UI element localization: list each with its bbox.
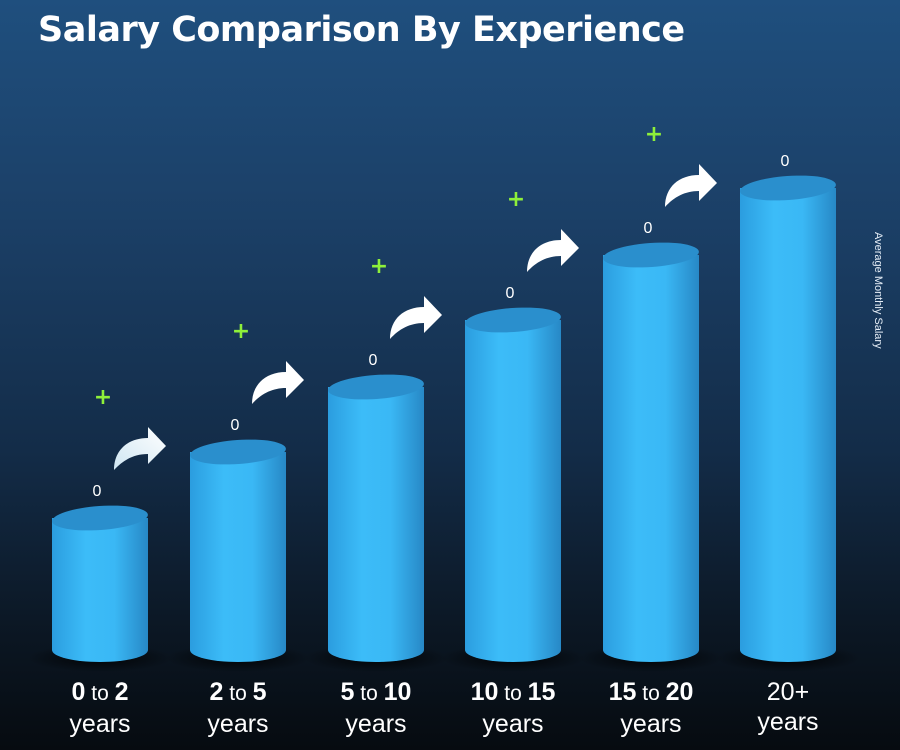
- curved-arrow-icon: [665, 164, 717, 207]
- bar: [52, 518, 148, 662]
- category-label: 5 to 10 years: [340, 678, 412, 738]
- category-label: 10 to 15 years: [470, 678, 556, 738]
- bar: [465, 320, 561, 662]
- bar-top: [52, 505, 148, 531]
- bar-top: [465, 307, 561, 333]
- value-label: 0: [93, 483, 102, 500]
- bar: [740, 188, 836, 662]
- curved-arrow-icon: [252, 361, 304, 404]
- value-label: 0: [369, 352, 378, 369]
- plus-icon: +: [507, 187, 525, 212]
- bar: [190, 452, 286, 662]
- value-label: 0: [506, 285, 515, 302]
- category-label: 15 to 20 years: [608, 678, 694, 738]
- value-label: 0: [644, 220, 653, 237]
- bar: [328, 387, 424, 662]
- bar-top: [190, 439, 286, 465]
- category-label: 0 to 2 years: [69, 678, 131, 738]
- value-label: 0: [231, 417, 240, 434]
- bar: [603, 255, 699, 662]
- curved-arrow-icon: [114, 427, 166, 470]
- plus-icon: +: [232, 319, 250, 344]
- chart-title: Salary Comparison By Experience: [38, 10, 685, 50]
- category-label: 2 to 5 years: [207, 678, 269, 738]
- value-label: 0: [781, 153, 790, 170]
- category-label: 20+ years: [757, 678, 819, 736]
- y-axis-label: Average Monthly Salary: [872, 232, 884, 349]
- curved-arrow-icon: [390, 296, 442, 339]
- plus-icon: +: [645, 122, 663, 147]
- bar-top: [740, 175, 836, 201]
- plus-icon: +: [370, 254, 388, 279]
- plus-icon: +: [94, 385, 112, 410]
- bar-top: [603, 242, 699, 268]
- curved-arrow-icon: [527, 229, 579, 272]
- bar-top: [328, 374, 424, 400]
